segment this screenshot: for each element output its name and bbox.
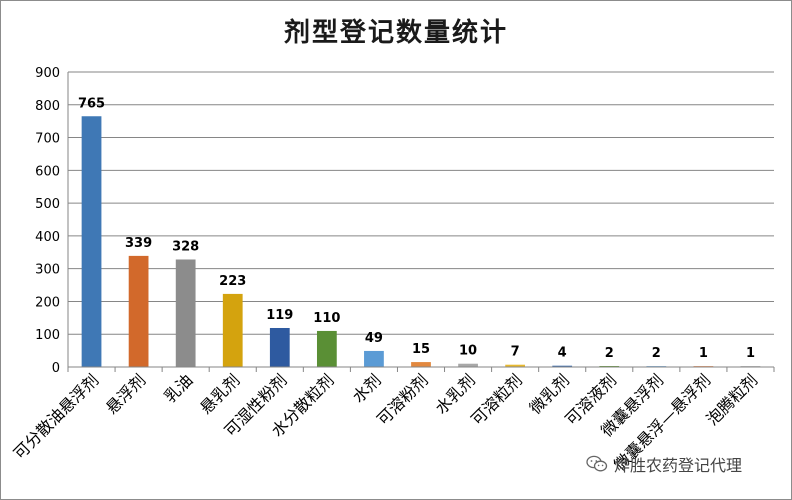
y-tick-label: 400 xyxy=(35,230,60,245)
watermark: 烨胜农药登记代理 xyxy=(586,452,742,476)
data-label: 765 xyxy=(78,96,105,111)
bar xyxy=(175,259,196,367)
y-tick-label: 300 xyxy=(35,263,60,278)
watermark-text: 烨胜农药登记代理 xyxy=(614,456,743,475)
bar xyxy=(364,350,384,367)
y-tick-label: 200 xyxy=(35,295,60,310)
data-label: 7 xyxy=(511,345,520,360)
data-label: 1 xyxy=(746,346,755,361)
x-tick-label: 悬浮剂 xyxy=(102,370,149,417)
x-tick-label: 乳油 xyxy=(160,370,196,406)
bar xyxy=(269,327,290,367)
bar xyxy=(81,116,102,367)
data-label: 2 xyxy=(652,346,661,361)
bar xyxy=(222,293,243,367)
data-label: 1 xyxy=(699,346,708,361)
y-tick-label: 800 xyxy=(35,99,60,114)
data-label: 110 xyxy=(313,311,340,326)
x-tick-label: 泡腾粒剂 xyxy=(703,370,762,429)
data-label: 119 xyxy=(266,308,293,323)
y-tick-label: 0 xyxy=(52,361,60,376)
x-tick-label: 水剂 xyxy=(349,370,385,406)
data-label: 328 xyxy=(172,239,199,254)
y-tick-label: 600 xyxy=(35,164,60,179)
bar xyxy=(316,330,337,367)
x-tick-label: 可溶粉剂 xyxy=(373,370,432,429)
bar xyxy=(552,365,573,367)
data-label: 223 xyxy=(219,274,246,289)
data-label: 339 xyxy=(125,236,152,251)
bar xyxy=(458,363,478,367)
data-label: 10 xyxy=(459,344,477,359)
y-tick-label: 700 xyxy=(35,132,60,147)
bar xyxy=(128,255,149,367)
data-label: 15 xyxy=(412,342,430,357)
y-tick-label: 100 xyxy=(35,328,60,343)
x-tick-label: 可溶粒剂 xyxy=(467,370,526,429)
bar xyxy=(411,362,431,367)
y-tick-label: 500 xyxy=(35,197,60,212)
data-label: 4 xyxy=(558,346,567,361)
y-tick-label: 900 xyxy=(35,66,60,81)
bar xyxy=(505,364,526,367)
data-label: 49 xyxy=(365,331,383,346)
data-label: 2 xyxy=(605,346,614,361)
wechat-icon xyxy=(586,455,608,472)
chart-title: 剂型登记数量统计 xyxy=(283,18,508,48)
x-tick-label: 可分散油悬浮剂 xyxy=(10,370,103,463)
